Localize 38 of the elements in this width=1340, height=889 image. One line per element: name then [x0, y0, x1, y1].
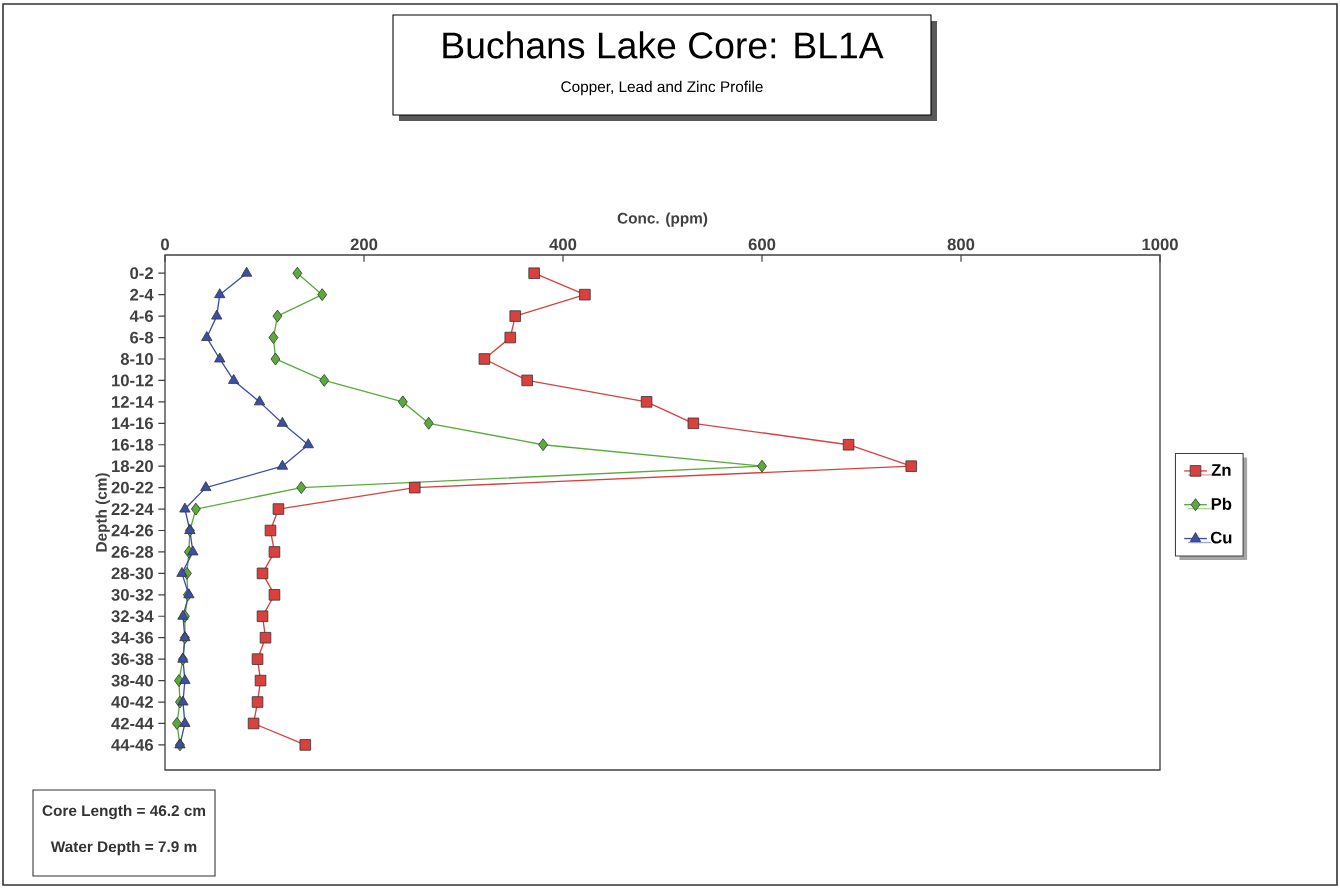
- legend-label: Cu: [1210, 531, 1232, 544]
- x-axis-title: Conc. (ppm): [617, 212, 708, 227]
- y-tick-label: 26-28: [111, 546, 154, 558]
- y-tick-label: 28-30: [111, 567, 153, 580]
- y-tick-label: 12-14: [112, 396, 154, 408]
- y-tick-label: 40-42: [111, 696, 153, 708]
- text: Core Length = 46.2 cm: [42, 804, 206, 820]
- x-tick-label: 0: [161, 238, 169, 251]
- y-tick-label: 22-24: [111, 503, 154, 515]
- x-tick-label: 1000: [1142, 238, 1178, 251]
- y-tick-label: 4-6: [129, 310, 154, 322]
- y-tick-label: 2-4: [130, 288, 154, 301]
- y-tick-label: 34-36: [111, 631, 154, 644]
- chart-title: Buchans Lake Core: BL1A: [443, 31, 884, 59]
- y-tick-label: 38-40: [111, 674, 153, 687]
- y-tick-label: 36-38: [111, 653, 154, 666]
- y-tick-label: 20-22: [111, 481, 153, 494]
- y-tick-label: 8-10: [120, 353, 153, 365]
- y-tick-label: 24-26: [111, 524, 154, 537]
- y-axis-title: Depth (cm): [95, 473, 110, 552]
- y-tick-label: 14-16: [112, 417, 154, 430]
- legend-label: Pb: [1211, 497, 1232, 510]
- y-tick-label: 30-32: [111, 588, 153, 601]
- y-tick-label: 32-34: [111, 610, 154, 623]
- y-tick-label: 18-20: [112, 460, 153, 473]
- x-tick-label: 200: [350, 238, 378, 251]
- legend-label: Zn: [1211, 464, 1231, 476]
- y-tick-label: 16-18: [112, 438, 154, 451]
- x-tick-label: 400: [549, 238, 577, 251]
- x-tick-label: 800: [947, 238, 975, 251]
- text: Water Depth = 7.9 m: [50, 840, 197, 856]
- chart-subtitle: Copper, Lead and Zinc Profile: [561, 80, 763, 96]
- y-tick-label: 10-12: [112, 374, 153, 387]
- y-tick-label: 44-46: [111, 739, 154, 751]
- y-tick-label: 0-2: [130, 267, 153, 280]
- y-tick-label: 6-8: [130, 331, 154, 344]
- y-tick-label: 42-44: [111, 717, 154, 730]
- x-tick-label: 600: [748, 238, 776, 251]
